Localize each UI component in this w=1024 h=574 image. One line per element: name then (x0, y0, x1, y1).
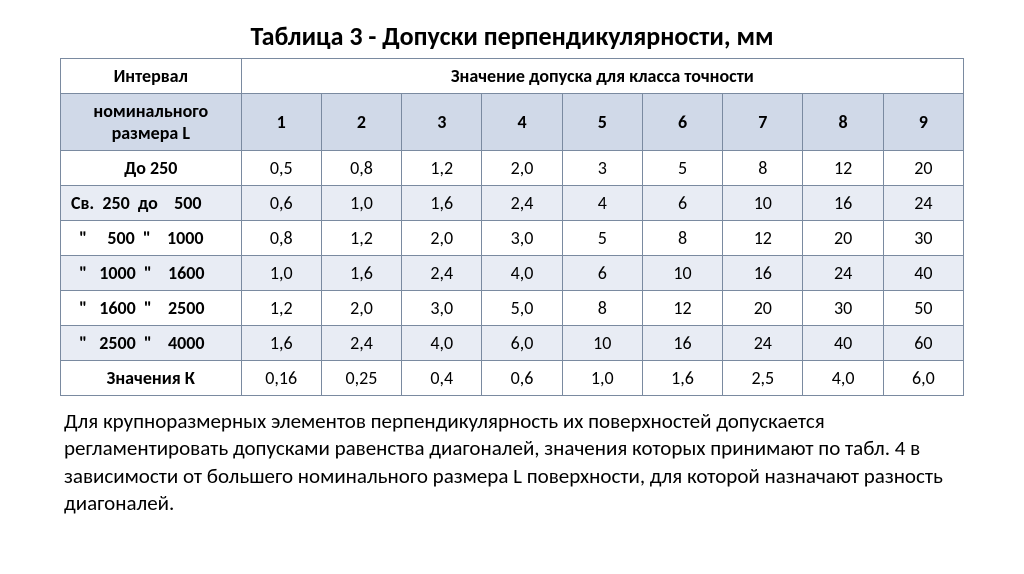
table-cell: 2,4 (482, 186, 562, 221)
table-cell: 20 (803, 221, 883, 256)
k-cell: 4,0 (803, 361, 883, 396)
table-row: " 1600 " 25001,22,03,05,0812203050 (61, 291, 964, 326)
table-cell: 10 (723, 186, 803, 221)
table-cell: 4,0 (482, 256, 562, 291)
table-cell: 40 (883, 256, 963, 291)
table-cell: 5,0 (482, 291, 562, 326)
class-col: 4 (482, 94, 562, 151)
k-cell: 6,0 (883, 361, 963, 396)
class-col: 8 (803, 94, 883, 151)
row-label: " 2500 " 4000 (61, 326, 242, 361)
table-cell: 6,0 (482, 326, 562, 361)
header-interval: Интервал (61, 59, 242, 94)
row-label: " 500 " 1000 (61, 221, 242, 256)
table-cell: 5 (642, 151, 722, 186)
table-cell: 50 (883, 291, 963, 326)
k-cell: 0,6 (482, 361, 562, 396)
table-cell: 2,4 (402, 256, 482, 291)
table-header-row-1: Интервал Значение допуска для класса точ… (61, 59, 964, 94)
table-cell: 16 (642, 326, 722, 361)
k-cell: 1,0 (562, 361, 642, 396)
row-label: " 1000 " 1600 (61, 256, 242, 291)
table-cell: 24 (883, 186, 963, 221)
page-title: Таблица 3 - Допуски перпендикулярности, … (60, 20, 964, 52)
header-tolerance: Значение допуска для класса точности (241, 59, 963, 94)
table-cell: 1,6 (402, 186, 482, 221)
class-col: 5 (562, 94, 642, 151)
k-row: Значения К 0,16 0,25 0,4 0,6 1,0 1,6 2,5… (61, 361, 964, 396)
class-col: 9 (883, 94, 963, 151)
table-row: " 1000 " 16001,01,62,44,0610162440 (61, 256, 964, 291)
table-cell: 0,5 (241, 151, 321, 186)
class-col: 1 (241, 94, 321, 151)
class-col: 6 (642, 94, 722, 151)
table-row: " 2500 " 40001,62,44,06,01016244060 (61, 326, 964, 361)
row-label: До 250 (61, 151, 242, 186)
table-cell: 24 (723, 326, 803, 361)
table-cell: 10 (642, 256, 722, 291)
table-cell: 1,2 (241, 291, 321, 326)
table-cell: 4 (562, 186, 642, 221)
table-cell: 12 (723, 221, 803, 256)
table-row: До 2500,50,81,22,03581220 (61, 151, 964, 186)
table-cell: 1,0 (321, 186, 401, 221)
table-cell: 0,8 (241, 221, 321, 256)
table-cell: 1,0 (241, 256, 321, 291)
table-cell: 8 (642, 221, 722, 256)
table-cell: 24 (803, 256, 883, 291)
class-col: 2 (321, 94, 401, 151)
header-nominal-size: номинального размера L (61, 94, 242, 151)
table-cell: 60 (883, 326, 963, 361)
table-cell: 16 (723, 256, 803, 291)
k-cell: 0,4 (402, 361, 482, 396)
table-row: " 500 " 10000,81,22,03,058122030 (61, 221, 964, 256)
k-cell: 0,25 (321, 361, 401, 396)
footnote-text: Для крупноразмерных элементов перпендику… (60, 408, 964, 517)
table-cell: 1,2 (402, 151, 482, 186)
table-cell: 3 (562, 151, 642, 186)
row-label: " 1600 " 2500 (61, 291, 242, 326)
table-cell: 10 (562, 326, 642, 361)
table-cell: 2,0 (321, 291, 401, 326)
row-label: Св. 250 до 500 (61, 186, 242, 221)
table-cell: 12 (803, 151, 883, 186)
table-cell: 1,6 (241, 326, 321, 361)
table-cell: 20 (883, 151, 963, 186)
table-row: Св. 250 до 5000,61,01,62,446101624 (61, 186, 964, 221)
tolerance-table: Интервал Значение допуска для класса точ… (60, 58, 964, 396)
class-col: 3 (402, 94, 482, 151)
table-cell: 1,2 (321, 221, 401, 256)
table-cell: 8 (723, 151, 803, 186)
table-cell: 40 (803, 326, 883, 361)
table-cell: 3,0 (402, 291, 482, 326)
k-cell: 0,16 (241, 361, 321, 396)
table-cell: 6 (562, 256, 642, 291)
table-cell: 8 (562, 291, 642, 326)
k-cell: 2,5 (723, 361, 803, 396)
k-label: Значения К (61, 361, 242, 396)
table-header-row-2: номинального размера L 1 2 3 4 5 6 7 8 9 (61, 94, 964, 151)
table-cell: 5 (562, 221, 642, 256)
table-cell: 30 (803, 291, 883, 326)
table-cell: 12 (642, 291, 722, 326)
table-cell: 4,0 (402, 326, 482, 361)
table-cell: 3,0 (482, 221, 562, 256)
table-cell: 2,0 (402, 221, 482, 256)
class-col: 7 (723, 94, 803, 151)
table-cell: 2,0 (482, 151, 562, 186)
table-cell: 2,4 (321, 326, 401, 361)
table-cell: 6 (642, 186, 722, 221)
table-cell: 20 (723, 291, 803, 326)
table-cell: 30 (883, 221, 963, 256)
table-cell: 16 (803, 186, 883, 221)
table-cell: 1,6 (321, 256, 401, 291)
table-cell: 0,6 (241, 186, 321, 221)
table-cell: 0,8 (321, 151, 401, 186)
k-cell: 1,6 (642, 361, 722, 396)
